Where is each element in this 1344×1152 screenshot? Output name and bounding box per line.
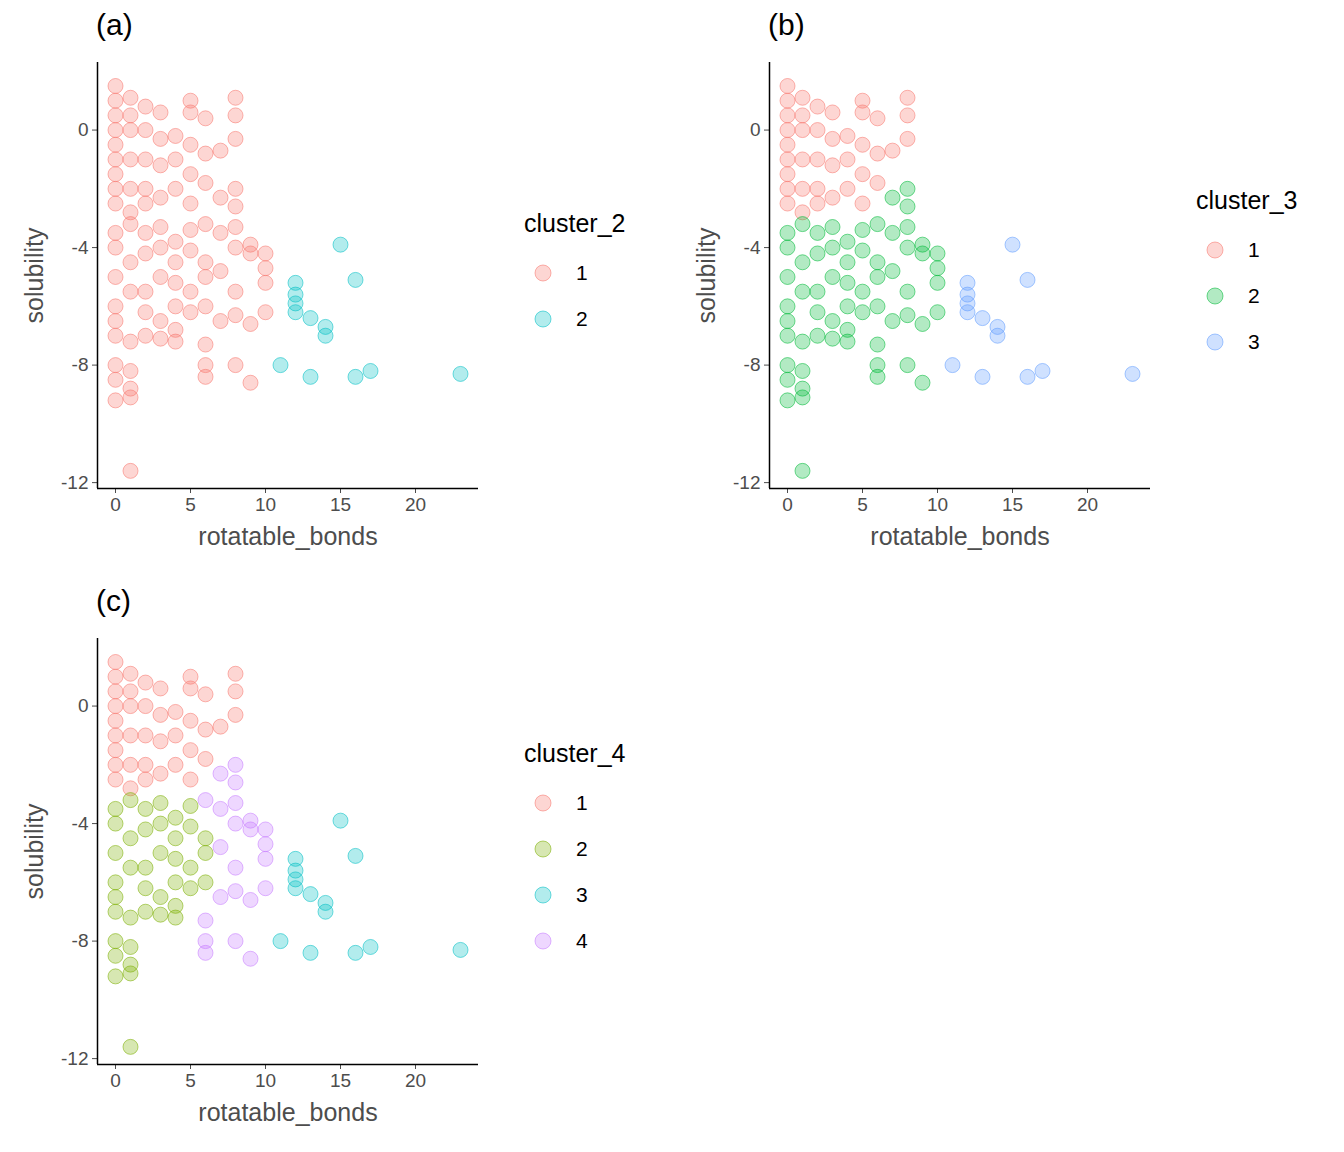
svg-text:15: 15 [330,494,351,515]
svg-text:0: 0 [78,695,89,716]
svg-text:5: 5 [185,494,196,515]
html-text:2: 2 [576,307,588,330]
html-text:2: 2 [576,837,588,860]
svg-text:20: 20 [1077,494,1098,515]
svg-text:0: 0 [110,1070,121,1091]
svg-text:15: 15 [330,1070,351,1091]
svg-text:solubility: solubility [20,803,48,899]
html-text:1: 1 [576,261,588,284]
svg-text:10: 10 [255,1070,276,1091]
svg-text:-4: -4 [744,237,761,258]
svg-text:20: 20 [405,494,426,515]
svg-text:15: 15 [1002,494,1023,515]
svg-text:10: 10 [255,494,276,515]
svg-text:-12: -12 [61,472,88,493]
html-text:cluster_2: cluster_2 [524,209,626,237]
svg-text:0: 0 [78,119,89,140]
svg-text:0: 0 [750,119,761,140]
svg-text:-12: -12 [733,472,760,493]
html-text:2: 2 [1248,284,1260,307]
svg-text:20: 20 [405,1070,426,1091]
html-text:cluster_3: cluster_3 [1196,186,1298,214]
html-text:1: 1 [576,791,588,814]
html-text:3: 3 [1248,330,1260,353]
svg-text:-12: -12 [61,1048,88,1069]
svg-text:rotatable_bonds: rotatable_bonds [198,522,377,550]
html-text:(c): (c) [96,584,131,617]
svg-text:solubility: solubility [20,227,48,323]
svg-text:rotatable_bonds: rotatable_bonds [870,522,1049,550]
svg-text:5: 5 [185,1070,196,1091]
html-text:cluster_4: cluster_4 [524,739,626,767]
html-text:3: 3 [576,883,588,906]
svg-text:-8: -8 [744,354,761,375]
html-text:(b): (b) [768,8,805,41]
svg-text:-4: -4 [72,813,89,834]
html-text:1: 1 [1248,238,1260,261]
svg-text:solubility: solubility [692,227,720,323]
svg-text:rotatable_bonds: rotatable_bonds [198,1098,377,1126]
html-text:(a): (a) [96,8,133,41]
html-text:4: 4 [576,929,588,952]
svg-text:-4: -4 [72,237,89,258]
svg-text:-8: -8 [72,354,89,375]
svg-text:0: 0 [110,494,121,515]
svg-text:0: 0 [782,494,793,515]
svg-text:10: 10 [927,494,948,515]
svg-text:5: 5 [857,494,868,515]
svg-text:-8: -8 [72,930,89,951]
